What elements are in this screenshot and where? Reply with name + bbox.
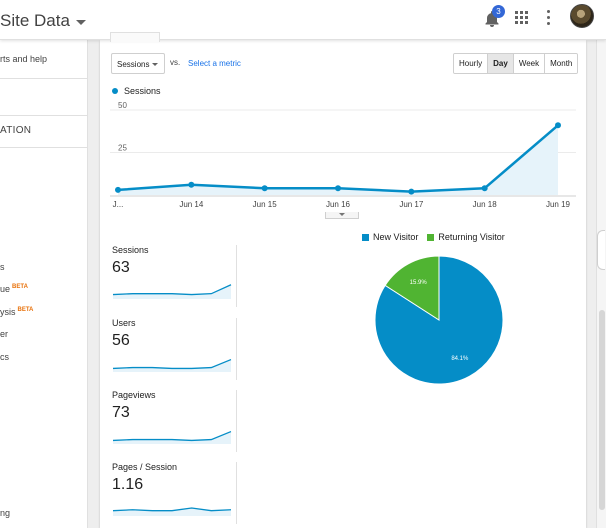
sparkline-line [112,507,232,512]
sparkline-area [113,359,231,372]
chart-collapse-toggle[interactable] [325,212,359,219]
beta-badge: BETA [17,307,34,313]
legend-swatch-icon [362,233,369,241]
metric-tile-users[interactable]: Users 56 [111,318,237,380]
sidebar-section-heading[interactable]: ATION [0,125,32,136]
tile-label: Pageviews [112,390,156,400]
metric-select-value: Sessions [117,60,150,69]
sidebar-item-reports-help[interactable]: rts and help [0,54,48,64]
metric-tile-pageviews[interactable]: Pageviews 73 [111,390,237,452]
pie-legend-item[interactable]: Returning Visitor [427,232,505,242]
overview-tab[interactable] [110,32,160,42]
x-tick-label: Jun 18 [473,200,498,209]
beta-badge: BETA [12,284,28,290]
pie-legend-label: New Visitor [373,232,419,242]
month-button[interactable]: Month [545,54,578,73]
data-point [261,185,268,192]
legend-swatch-icon [427,233,435,241]
select-metric-link[interactable]: Select a metric [188,59,241,68]
site-title: Site Data [0,11,70,30]
side-panel-handle[interactable] [597,230,605,270]
sidebar-item-beta[interactable]: ysis BETA [0,307,33,317]
sidebar-divider [0,147,88,148]
pie-slice-label: 15.9% [410,280,428,286]
sparkline-area [113,284,231,299]
sparkline-area [113,431,231,444]
tile-label: Users [112,318,136,328]
sparkline [112,284,232,299]
sidebar-item-label: ue [0,284,11,294]
data-point [481,185,488,192]
week-button[interactable]: Week [513,54,546,73]
pie-legend-item[interactable]: New Visitor [362,232,418,242]
sidebar-item[interactable]: s [0,262,5,272]
hourly-button[interactable]: Hourly [454,54,489,73]
apps-grid-icon[interactable] [515,11,529,25]
metric-tile-pages-per-session[interactable]: Pages / Session 1.16 [111,462,237,524]
day-button[interactable]: Day [488,54,514,73]
tile-value: 1.16 [112,476,144,493]
time-granularity-group: Hourly Day Week Month [453,53,579,74]
sparkline [112,507,232,516]
avatar[interactable] [570,4,594,28]
sparkline-line [112,430,232,442]
data-point [188,181,195,188]
metric-tile-sessions[interactable]: Sessions 63 [111,245,237,307]
x-tick-label: Jun 16 [326,200,351,209]
sessions-line-chart[interactable]: 50 25 J... Jun 14 Jun 15 Jun 16 Jun 17 Jun 18 Ju… [110,100,576,215]
more-options-icon[interactable] [547,10,551,26]
metric-select[interactable]: Sessions [111,53,165,74]
tile-value: 73 [112,404,130,421]
data-point [335,185,341,192]
sidebar-divider [0,115,88,116]
audience-overview-card [100,40,586,528]
chevron-down-icon [75,19,86,25]
sparkline [112,430,232,444]
sidebar-item[interactable]: ng [0,508,11,518]
sparkline [112,358,232,372]
data-point [408,188,415,195]
pie-legend: New Visitor Returning Visitor [362,232,514,242]
x-tick-label: Jun 17 [399,200,424,209]
sidebar-item[interactable]: cs [0,352,9,362]
pie-slice-label: 84.1% [451,356,469,362]
sidebar-item-beta[interactable]: ue BETA [0,284,28,294]
sparkline-line [112,358,232,370]
tile-value: 63 [112,259,130,276]
page-scrollbar[interactable] [596,40,606,528]
sidebar-divider [0,78,88,79]
sidebar-item-label: ysis [0,307,16,317]
chart-legend: Sessions [112,86,161,96]
x-tick-label: Jun 15 [253,200,278,209]
data-point [115,186,121,193]
scrollbar-thumb[interactable] [599,310,605,510]
tile-label: Sessions [112,245,149,255]
property-selector[interactable]: Site Data [0,11,86,31]
y-tick-label: 25 [118,144,127,153]
x-tick-label: Jun 14 [179,200,204,209]
chevron-down-icon [339,213,345,216]
pie-legend-label: Returning Visitor [438,232,505,242]
x-tick-label: Jun 19 [546,200,571,209]
y-tick-label: 50 [118,101,127,110]
x-tick-label: J... [113,200,124,209]
visitor-type-pie-chart[interactable]: 84.1% 15.9% [373,254,505,386]
legend-dot-icon [112,88,118,94]
tile-value: 56 [112,332,130,349]
top-header: Site Data 3 [0,0,606,40]
sidebar-item[interactable]: er [0,329,9,339]
left-sidebar: rts and help ATION s ue BETA ysis BETA er … [0,40,88,528]
sparkline-area [113,508,231,516]
sparkline-line [112,284,232,296]
vs-label: vs. [170,58,181,67]
data-point [555,122,561,129]
legend-label: Sessions [124,86,161,96]
notification-badge: 3 [492,5,505,18]
pie-slice [384,255,440,321]
tile-label: Pages / Session [112,462,178,472]
sessions-line [117,124,559,193]
chevron-down-icon [152,63,158,66]
